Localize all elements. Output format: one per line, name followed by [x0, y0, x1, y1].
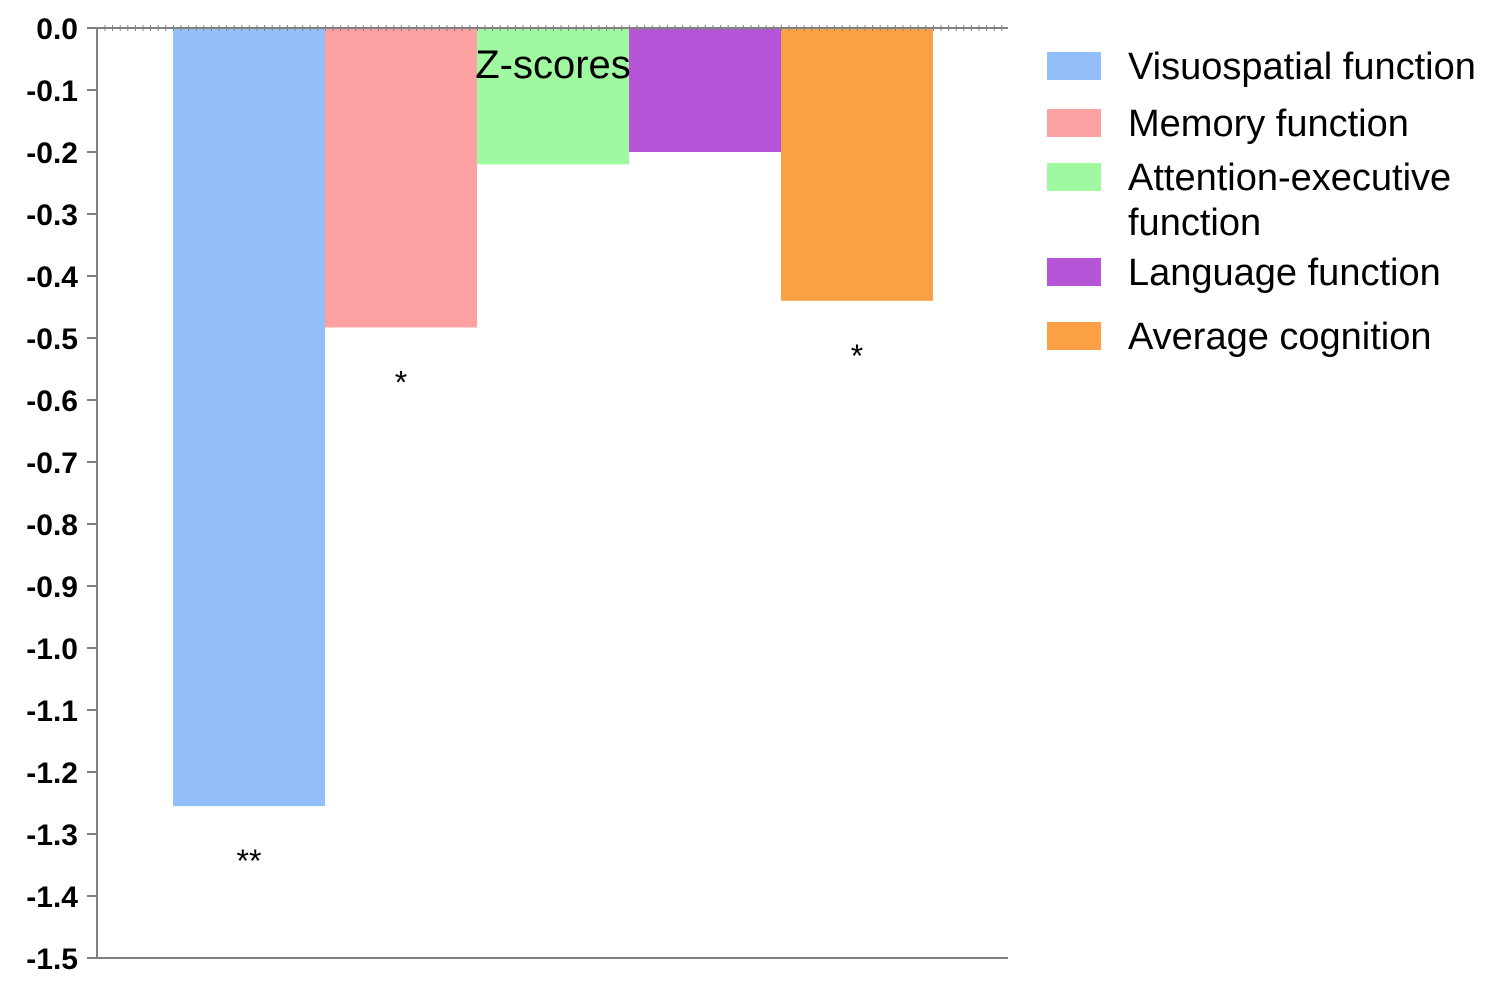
y-tick-label: -1.4 — [26, 881, 78, 914]
chart-title: Z-scores — [475, 43, 631, 87]
legend-label-visuospatial-function: Visuospatial function — [1128, 46, 1476, 88]
legend-swatch-attention-executive-function — [1047, 163, 1101, 191]
significance-marker-average-cognition: * — [851, 338, 863, 374]
y-tick-label: -0.1 — [26, 75, 78, 108]
labels-layer: ****Z-scores — [237, 43, 864, 879]
bar-language-function — [629, 28, 781, 152]
y-tick-label: -1.0 — [26, 633, 78, 666]
legend: Visuospatial function Memory function Atte… — [1047, 46, 1476, 358]
significance-marker-visuospatial-function: ** — [237, 843, 262, 879]
y-tick-label: -0.3 — [26, 199, 78, 232]
y-tick-label: -1.5 — [26, 943, 78, 976]
legend-label-language-function: Language function — [1128, 252, 1441, 294]
significance-marker-memory-function: * — [395, 364, 407, 400]
legend-label-average-cognition: Average cognition — [1128, 316, 1432, 358]
axes: 0.0 -0.1 -0.2 -0.3 -0.4 -0.5 -0.6 -0.7 -0.8 -0.9 -… — [26, 13, 1008, 976]
y-tick-label: 0.0 — [36, 13, 78, 46]
y-tick-label: -0.9 — [26, 571, 78, 604]
y-tick-label: -0.7 — [26, 447, 78, 480]
legend-label-attention-executive-function: Attention-executive function — [1128, 157, 1451, 244]
legend-swatch-average-cognition — [1047, 322, 1101, 350]
bar-memory-function — [325, 28, 477, 328]
y-tick-label: -0.4 — [26, 261, 78, 294]
bar-visuospatial-function — [173, 28, 325, 807]
y-tick-label: -1.2 — [26, 757, 78, 790]
y-tick-label: -1.1 — [26, 695, 78, 728]
y-tick-label: -1.3 — [26, 819, 78, 852]
y-tick-label: -0.2 — [26, 137, 78, 170]
y-tick-label: -0.6 — [26, 385, 78, 418]
bar-average-cognition — [781, 28, 933, 301]
y-tick-label: -0.5 — [26, 323, 78, 356]
legend-swatch-memory-function — [1047, 109, 1101, 137]
legend-swatch-visuospatial-function — [1047, 52, 1101, 80]
bars-layer — [173, 28, 933, 807]
bar-attention-executive-function — [477, 28, 629, 165]
y-tick-label: -0.8 — [26, 509, 78, 542]
legend-label-memory-function: Memory function — [1128, 103, 1409, 145]
legend-swatch-language-function — [1047, 258, 1101, 286]
